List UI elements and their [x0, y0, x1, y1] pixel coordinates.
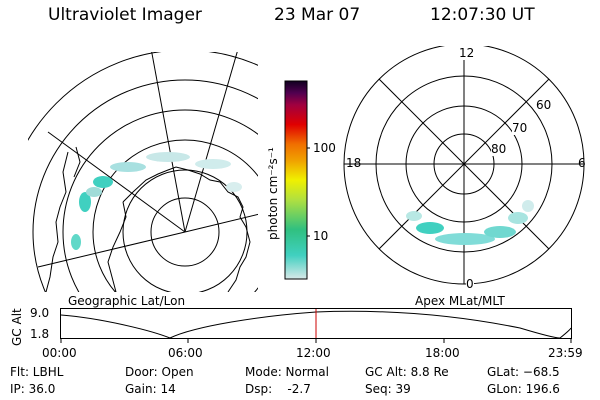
aurora-oval [406, 200, 534, 245]
colorbar-tick-label: 100 [313, 141, 336, 155]
mlt-line [378, 78, 550, 250]
altitude-ylabel: GC Alt [10, 308, 24, 346]
mlat-label: 80 [491, 142, 507, 156]
glon-value: GLon: 196.6 [487, 382, 560, 396]
lat-circle [92, 139, 258, 292]
lat-circle [32, 79, 258, 292]
left-panel-caption: Geographic Lat/Lon [68, 294, 186, 308]
south-america-coastline [45, 151, 69, 292]
seq-value: Seq: 39 [365, 382, 411, 396]
antarctica-coastline [122, 166, 251, 292]
antarctica-coastline-west [107, 201, 127, 292]
filter-value: Flt: LBHL [10, 365, 64, 379]
ip-value: IP: 36.0 [10, 382, 56, 396]
aurora-emission [71, 152, 242, 250]
time-label: 12:07:30 UT [430, 5, 535, 25]
island-outline [73, 146, 81, 178]
gc-alt-value: GC Alt: 8.8 Re [365, 365, 449, 379]
lon-line [47, 131, 186, 233]
lon-line [37, 231, 186, 268]
mlt-label-left: 18 [346, 156, 362, 170]
geographic-map-panel [28, 52, 258, 292]
dsp-value: Dsp: -2.7 [245, 382, 311, 396]
x-tick-label: 18:00 [425, 346, 460, 360]
mlt-label-right: 6 [578, 156, 586, 170]
mlat-label: 70 [512, 121, 528, 135]
altitude-ymin-label: 1.8 [30, 327, 50, 341]
lon-line [151, 52, 186, 233]
lon-line [184, 213, 258, 233]
mlt-label-top: 12 [459, 46, 475, 60]
mlt-label-bottom: 0 [466, 277, 474, 291]
glat-value: GLat: −68.5 [487, 365, 560, 379]
colorbar-tick-label: 10 [313, 229, 329, 243]
x-tick-label: 00:00 [42, 346, 77, 360]
altitude-curve [60, 310, 572, 339]
altitude-ymax-label: 9.0 [30, 306, 50, 320]
app-title: Ultraviolet Imager [48, 5, 202, 25]
colorbar-unit-label: photon cm⁻²s⁻¹ [266, 147, 280, 240]
lat-circle [150, 197, 220, 267]
colorbar [284, 80, 310, 280]
x-tick-label: 06:00 [168, 346, 203, 360]
lon-line [184, 52, 238, 233]
mode-value: Mode: Normal [245, 365, 329, 379]
door-value: Door: Open [125, 365, 194, 379]
right-panel-caption: Apex MLat/MLT [415, 294, 505, 308]
gain-value: Gain: 14 [125, 382, 176, 396]
x-tick-label: 12:00 [296, 346, 331, 360]
lat-circle [62, 109, 258, 292]
mlat-label: 60 [536, 98, 552, 112]
apex-polar-plot [343, 46, 585, 285]
x-tick-label: 23:59 [548, 346, 583, 360]
altitude-plot [60, 308, 572, 343]
date-label: 23 Mar 07 [274, 5, 361, 25]
